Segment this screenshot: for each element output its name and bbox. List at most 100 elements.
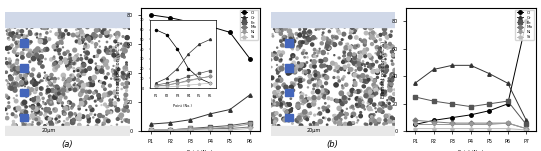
Circle shape [367, 97, 368, 98]
Circle shape [272, 103, 275, 106]
Circle shape [24, 65, 29, 69]
Circle shape [90, 108, 94, 112]
Circle shape [65, 80, 69, 84]
Circle shape [307, 119, 308, 120]
Circle shape [359, 114, 362, 118]
Circle shape [75, 57, 79, 61]
Circle shape [94, 34, 97, 38]
Circle shape [6, 80, 7, 81]
Circle shape [63, 85, 66, 88]
Circle shape [71, 76, 76, 81]
Circle shape [124, 86, 126, 88]
Circle shape [295, 67, 298, 70]
Circle shape [296, 38, 298, 39]
Circle shape [347, 53, 351, 56]
Circle shape [304, 40, 308, 44]
Circle shape [97, 99, 98, 100]
Circle shape [308, 31, 309, 32]
Circle shape [94, 100, 96, 102]
Circle shape [32, 79, 36, 83]
Mo [430, 121, 437, 123]
Circle shape [52, 95, 57, 99]
Circle shape [122, 23, 125, 26]
Circle shape [345, 112, 346, 113]
Circle shape [314, 98, 316, 99]
Circle shape [292, 123, 293, 124]
Circle shape [72, 118, 75, 122]
Circle shape [39, 121, 42, 124]
Ni [430, 124, 437, 125]
O [207, 26, 213, 27]
Circle shape [128, 26, 131, 29]
Circle shape [347, 64, 350, 67]
Circle shape [279, 32, 282, 35]
Circle shape [39, 51, 40, 52]
Circle shape [356, 90, 360, 93]
Circle shape [127, 119, 131, 123]
Circle shape [299, 44, 302, 47]
Circle shape [337, 65, 340, 69]
Circle shape [270, 59, 272, 61]
Circle shape [294, 23, 296, 25]
Circle shape [43, 101, 44, 102]
Circle shape [321, 50, 325, 55]
Circle shape [338, 32, 341, 34]
Circle shape [5, 94, 8, 97]
Circle shape [9, 32, 14, 36]
Circle shape [372, 37, 375, 40]
Circle shape [372, 110, 373, 111]
Circle shape [57, 101, 60, 104]
Circle shape [15, 84, 16, 85]
Fe [147, 129, 154, 131]
Circle shape [73, 67, 75, 69]
Circle shape [31, 106, 35, 109]
Circle shape [301, 41, 304, 44]
Circle shape [279, 76, 280, 78]
Circle shape [47, 86, 48, 87]
Circle shape [306, 95, 307, 96]
Circle shape [374, 123, 378, 126]
Circle shape [345, 113, 348, 116]
Circle shape [50, 101, 51, 103]
Circle shape [113, 47, 116, 50]
Circle shape [376, 72, 378, 74]
Circle shape [298, 122, 300, 123]
Circle shape [269, 118, 272, 120]
Circle shape [309, 112, 312, 114]
Circle shape [342, 87, 344, 89]
Circle shape [36, 98, 40, 102]
Circle shape [107, 106, 109, 107]
Circle shape [93, 117, 94, 118]
Circle shape [371, 33, 372, 34]
Circle shape [43, 24, 47, 28]
Circle shape [353, 53, 355, 56]
Circle shape [305, 118, 306, 119]
Circle shape [22, 42, 24, 43]
Circle shape [286, 36, 287, 37]
Circle shape [327, 53, 328, 54]
Circle shape [300, 103, 301, 104]
Circle shape [328, 46, 331, 50]
Circle shape [380, 68, 381, 70]
Circle shape [95, 90, 97, 93]
Circle shape [334, 83, 338, 87]
Circle shape [38, 38, 41, 41]
Circle shape [56, 87, 60, 91]
Circle shape [370, 35, 374, 39]
Mo [147, 129, 154, 131]
Circle shape [351, 105, 354, 108]
Circle shape [358, 62, 361, 66]
Circle shape [84, 69, 87, 72]
Circle shape [28, 124, 31, 127]
Circle shape [91, 42, 93, 43]
Circle shape [359, 104, 362, 107]
Circle shape [335, 119, 337, 120]
Circle shape [84, 50, 88, 54]
Circle shape [272, 35, 274, 37]
Circle shape [110, 99, 111, 100]
Circle shape [298, 64, 301, 68]
Circle shape [114, 90, 116, 92]
Circle shape [23, 77, 26, 80]
Circle shape [58, 121, 59, 123]
Circle shape [357, 58, 360, 62]
